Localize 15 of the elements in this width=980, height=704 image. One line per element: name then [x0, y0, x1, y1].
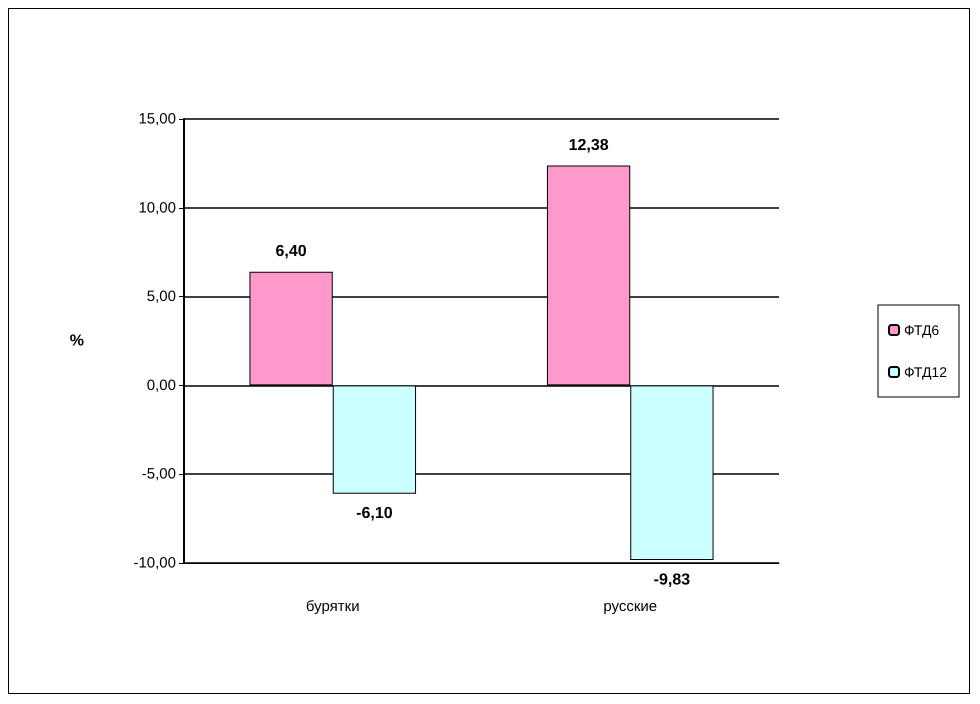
legend-label: ФТД6 — [904, 322, 940, 338]
y-tick-label: 0,00 — [146, 376, 176, 394]
y-axis-title: % — [70, 332, 84, 350]
data-label: 6,40 — [276, 243, 307, 260]
y-tick-label: 10,00 — [138, 199, 176, 216]
x-tick-label: русские — [603, 598, 658, 615]
y-tick-label: 5,00 — [146, 288, 176, 306]
y-tick-label: -10,00 — [133, 554, 176, 572]
x-tick-label: бурятки — [306, 598, 360, 615]
y-tick-label: -5,00 — [142, 466, 176, 483]
data-label: -6,10 — [356, 505, 393, 522]
data-label: 12,38 — [568, 137, 609, 154]
legend-label: ФТД12 — [904, 364, 948, 380]
y-tick-label: 15,00 — [138, 110, 176, 128]
data-label: -9,83 — [654, 571, 690, 588]
